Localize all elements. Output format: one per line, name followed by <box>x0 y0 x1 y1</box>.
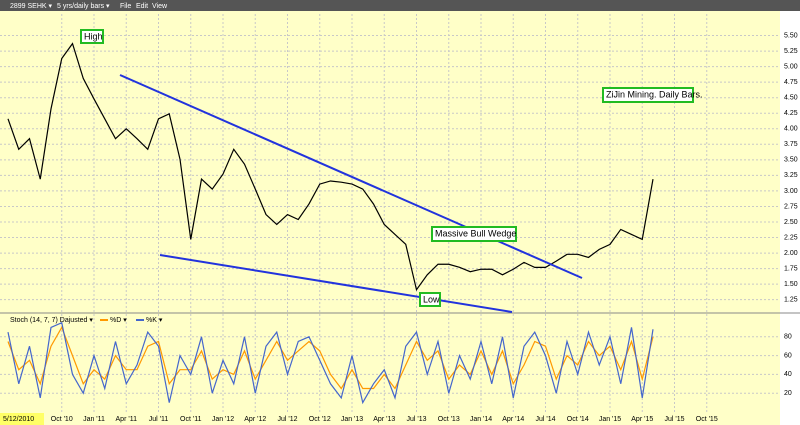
wedge-lower <box>159 254 513 313</box>
y-tick-label: 3.50 <box>784 157 798 164</box>
x-tick-label: Jan '12 <box>212 416 234 423</box>
y-tick-label: 4.75 <box>784 79 798 86</box>
annotation: High <box>84 31 103 41</box>
x-tick-label: Oct '13 <box>438 416 460 423</box>
x-tick-label: Jan '11 <box>83 416 105 423</box>
y-tick-label: 2.50 <box>784 219 798 226</box>
annotation: ZiJin Mining. Daily Bars. <box>606 89 703 99</box>
menu[interactable]: Edit <box>136 3 148 10</box>
start-date-box <box>0 413 44 425</box>
annotation-box <box>602 87 694 103</box>
line <box>7 326 654 390</box>
line <box>7 321 654 405</box>
y-tick-label: 1.75 <box>784 265 798 272</box>
annotation-box <box>431 226 517 242</box>
x-tick-label: Jul '11 <box>149 416 169 423</box>
y-axis-band <box>780 11 800 425</box>
x-tick-label: Jul '13 <box>406 416 426 423</box>
x-tick-label: Jul '15 <box>664 416 684 423</box>
y-tick-label: 60 <box>784 352 792 359</box>
x-tick-label: Apr '13 <box>373 416 395 423</box>
y-tick-label: 4.25 <box>784 110 798 117</box>
x-tick-label: Oct '11 <box>180 416 202 423</box>
y-tick-label: 40 <box>784 371 792 378</box>
x-tick-label: Jan '14 <box>470 416 492 423</box>
period[interactable]: 5 yrs/daily bars ▾ <box>57 3 110 10</box>
y-tick-label: 3.25 <box>784 172 798 179</box>
annotation-box <box>80 29 104 44</box>
x-tick-label: Jul '14 <box>535 416 555 423</box>
plot: Oct '10 Jan '11 Apr '11 Jul '11 Oct '11 Jan '… <box>0 14 798 423</box>
y-tick-label: 5.00 <box>784 63 798 70</box>
y-tick-label: 2.75 <box>784 203 798 210</box>
x-tick-label: Oct '14 <box>567 416 589 423</box>
line <box>7 42 654 292</box>
y-tick-label: 2.00 <box>784 250 798 257</box>
x-tick-label: Jan '15 <box>599 416 621 423</box>
toolbar <box>0 0 800 11</box>
y-tick-label: 5.50 <box>784 32 798 39</box>
annotation: Massive Bull Wedge <box>435 228 516 238</box>
y-tick-label: 3.00 <box>784 188 798 195</box>
y-tick-label: 80 <box>784 334 792 341</box>
annotation: Low <box>423 294 440 304</box>
y-tick-label: 1.50 <box>784 281 798 288</box>
panel-title: Stoch (14, 7, 7) Dajusted ▾ <box>10 317 93 324</box>
x-tick-label: Oct '15 <box>696 416 718 423</box>
legend-label: %K ▾ <box>146 317 163 324</box>
annotation-box <box>419 292 441 307</box>
x-tick-label: Jul '12 <box>277 416 297 423</box>
start-date: 5/12/2010 <box>3 416 34 423</box>
y-tick-label: 3.75 <box>784 141 798 148</box>
menu[interactable]: View <box>152 3 168 10</box>
x-tick-label: Oct '12 <box>309 416 331 423</box>
x-tick-label: Apr '15 <box>631 416 653 423</box>
x-tick-label: Apr '14 <box>502 416 524 423</box>
y-tick-label: 4.50 <box>784 95 798 102</box>
y-tick-label: 20 <box>784 390 792 397</box>
y-tick-label: 5.25 <box>784 48 798 55</box>
y-tick-label: 4.00 <box>784 126 798 133</box>
x-tick-label: Jan '13 <box>341 416 363 423</box>
x-tick-label: Oct '10 <box>51 416 73 423</box>
y-tick-label: 2.25 <box>784 234 798 241</box>
wedge-upper <box>119 74 583 279</box>
legend-label: %D ▾ <box>110 317 127 324</box>
menu[interactable]: File <box>120 3 131 10</box>
x-tick-label: Apr '11 <box>116 416 138 423</box>
y-tick-label: 1.25 <box>784 297 798 304</box>
x-tick-label: Apr '12 <box>244 416 266 423</box>
symbol[interactable]: 2899 SEHK ▾ <box>10 3 53 10</box>
